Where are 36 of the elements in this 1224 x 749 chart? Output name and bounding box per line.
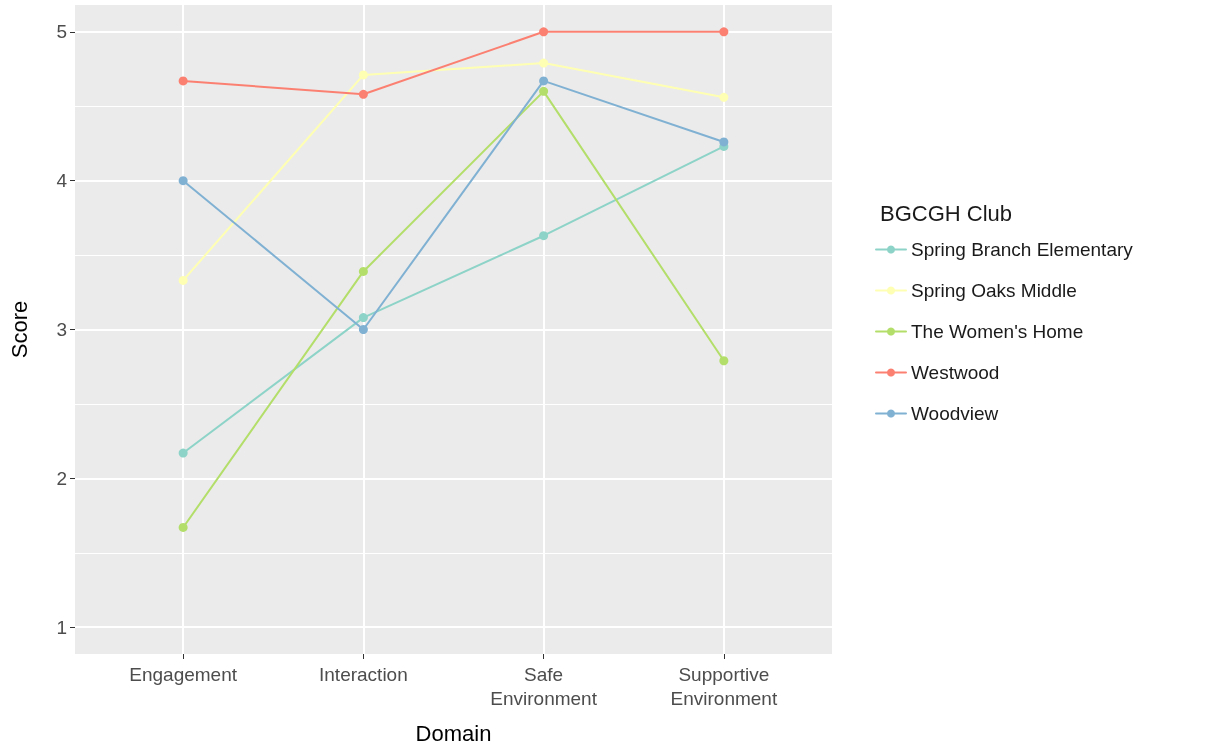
- point: [358, 266, 368, 276]
- legend-label: Woodview: [911, 403, 999, 424]
- point: [539, 86, 549, 96]
- legend-title: BGCGH Club: [880, 200, 1013, 226]
- x-tick-label: Interaction: [319, 663, 408, 685]
- legend-label: Westwood: [911, 362, 1000, 383]
- point: [358, 89, 368, 99]
- y-axis-title: Score: [6, 300, 32, 359]
- x-axis-title: Domain: [415, 720, 492, 746]
- legend-label: Spring Branch Elementary: [911, 239, 1134, 260]
- point: [178, 448, 188, 458]
- point: [358, 70, 368, 80]
- x-tick-label: Safe Environment: [490, 663, 598, 709]
- point: [358, 325, 368, 334]
- point: [719, 137, 729, 147]
- y-tick-label: 2: [56, 467, 67, 489]
- point: [178, 522, 188, 532]
- legend-label: Spring Oaks Middle: [911, 280, 1077, 301]
- point: [719, 92, 729, 102]
- legend-label: The Women's Home: [911, 321, 1084, 342]
- y-tick-label: 4: [56, 170, 68, 192]
- point: [178, 76, 188, 86]
- point: [358, 313, 368, 323]
- point: [719, 356, 729, 366]
- point: [178, 176, 188, 186]
- point: [539, 76, 549, 86]
- x-tick-label: Supportive Environment: [670, 663, 778, 709]
- point: [539, 231, 549, 241]
- point: [178, 275, 188, 285]
- y-tick-label: 1: [56, 616, 67, 638]
- x-tick-label: Engagement: [129, 663, 238, 685]
- y-tick-label: 5: [56, 21, 67, 43]
- point: [719, 27, 729, 37]
- point: [539, 58, 549, 68]
- y-tick-label: 3: [56, 319, 67, 340]
- point: [539, 27, 549, 37]
